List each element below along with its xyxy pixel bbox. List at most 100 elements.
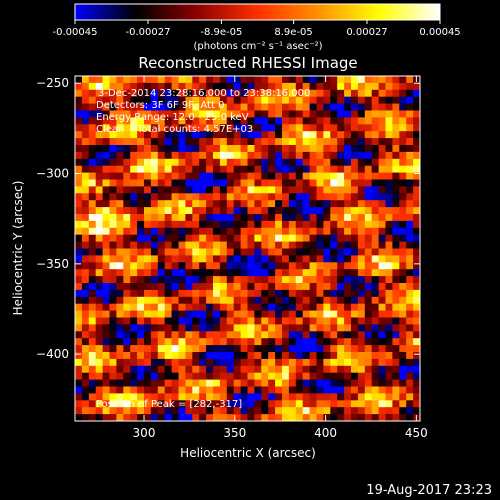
heatmap-cell [268,214,276,222]
heatmap-cell [357,151,366,160]
y-axis-ticks: −250−300−350−400 [36,76,420,361]
heatmap-cell [254,110,262,118]
heatmap-cell [351,255,359,263]
heatmap-cell [178,386,186,394]
heatmap-cell [275,82,283,91]
heatmap-cell [226,289,235,298]
heatmap-cell [378,255,386,263]
heatmap-cell [254,151,262,160]
heatmap-cell [185,276,193,284]
heatmap-cell [157,89,166,98]
heatmap-cell [240,76,248,84]
heatmap-cell [406,89,414,98]
heatmap-cell [192,289,200,298]
heatmap-cell [102,172,110,180]
heatmap-cell [185,352,193,360]
heatmap-cell [357,193,366,201]
heatmap-cell [344,331,352,339]
heatmap-cell [399,124,407,132]
heatmap-cell [309,227,317,236]
heatmap-cell [357,352,366,360]
heatmap-cell [309,248,317,256]
heatmap-cell [275,303,283,311]
heatmap-cell [95,379,103,387]
heatmap-cell [102,324,110,332]
heatmap-cell [378,310,386,318]
heatmap-cell [206,296,214,305]
heatmap-cell [378,289,386,298]
heatmap-cell [247,172,255,180]
heatmap-cell [254,193,262,201]
heatmap-cell [406,214,414,222]
heatmap-cell [323,89,331,98]
heatmap-cell [109,89,117,98]
heatmap-cell [192,269,200,277]
heatmap-cell [364,145,373,153]
heatmap-cell [399,317,407,325]
heatmap-cell [102,138,110,146]
heatmap-cell [357,255,366,263]
heatmap-cell [378,317,386,325]
heatmap-cell [123,234,131,242]
heatmap-cell [130,220,138,229]
colorbar-tick-label: 0.00027 [346,27,387,38]
heatmap-cell [330,76,338,84]
heatmap-cell [357,172,366,180]
heatmap-cell [261,345,269,353]
heatmap-cell [288,379,297,387]
heatmap-cell [109,138,117,146]
heatmap-cell [275,296,283,305]
heatmap-cell [137,220,145,229]
heatmap-cell [392,241,400,249]
heatmap-cell [316,331,324,339]
heatmap-cell [337,103,345,111]
heatmap-cell [288,227,297,236]
heatmap-cell [302,379,310,387]
heatmap-cell [323,207,331,215]
heatmap-cell [137,103,145,111]
heatmap-cell [357,248,366,256]
heatmap-cell [399,207,407,215]
heatmap-cell [206,151,214,160]
heatmap-cell [130,324,138,332]
heatmap-cell [192,207,200,215]
heatmap-cell [192,82,200,91]
heatmap-cell [123,214,131,222]
heatmap-cell [81,248,90,256]
heatmap-cell [75,193,83,201]
heatmap-cell [351,400,359,408]
heatmap-cell [171,310,179,318]
heatmap-cell [185,324,193,332]
heatmap-cell [192,324,200,332]
heatmap-cell [316,124,324,132]
heatmap-cell [309,262,317,270]
heatmap-cell [330,227,338,236]
heatmap-cell [323,131,331,139]
heatmap-cell [323,414,331,421]
heatmap-cell [137,193,145,201]
heatmap-cell [213,379,221,387]
heatmap-cell [102,207,110,215]
heatmap-cell [123,262,131,270]
heatmap-cell [385,165,393,173]
heatmap-cell [123,76,131,84]
heatmap-cell [254,289,262,298]
heatmap-cell [364,345,373,353]
heatmap-cell [178,365,186,374]
heatmap-cell [247,386,255,394]
heatmap-cell [330,158,338,167]
heatmap-cell [316,303,324,311]
heatmap-cell [337,372,345,380]
heatmap-cell [330,407,338,415]
heatmap-cell [378,165,386,173]
heatmap-cell [150,289,159,298]
chart-title: Reconstructed RHESSI Image [138,54,357,72]
heatmap-cell [240,372,248,380]
heatmap-cell [309,110,317,118]
heatmap-cell [130,193,138,201]
heatmap-cell [378,96,386,104]
heatmap-cell [378,303,386,311]
heatmap-cell [150,269,159,277]
heatmap-cell [406,345,414,353]
heatmap-cell [199,407,207,415]
